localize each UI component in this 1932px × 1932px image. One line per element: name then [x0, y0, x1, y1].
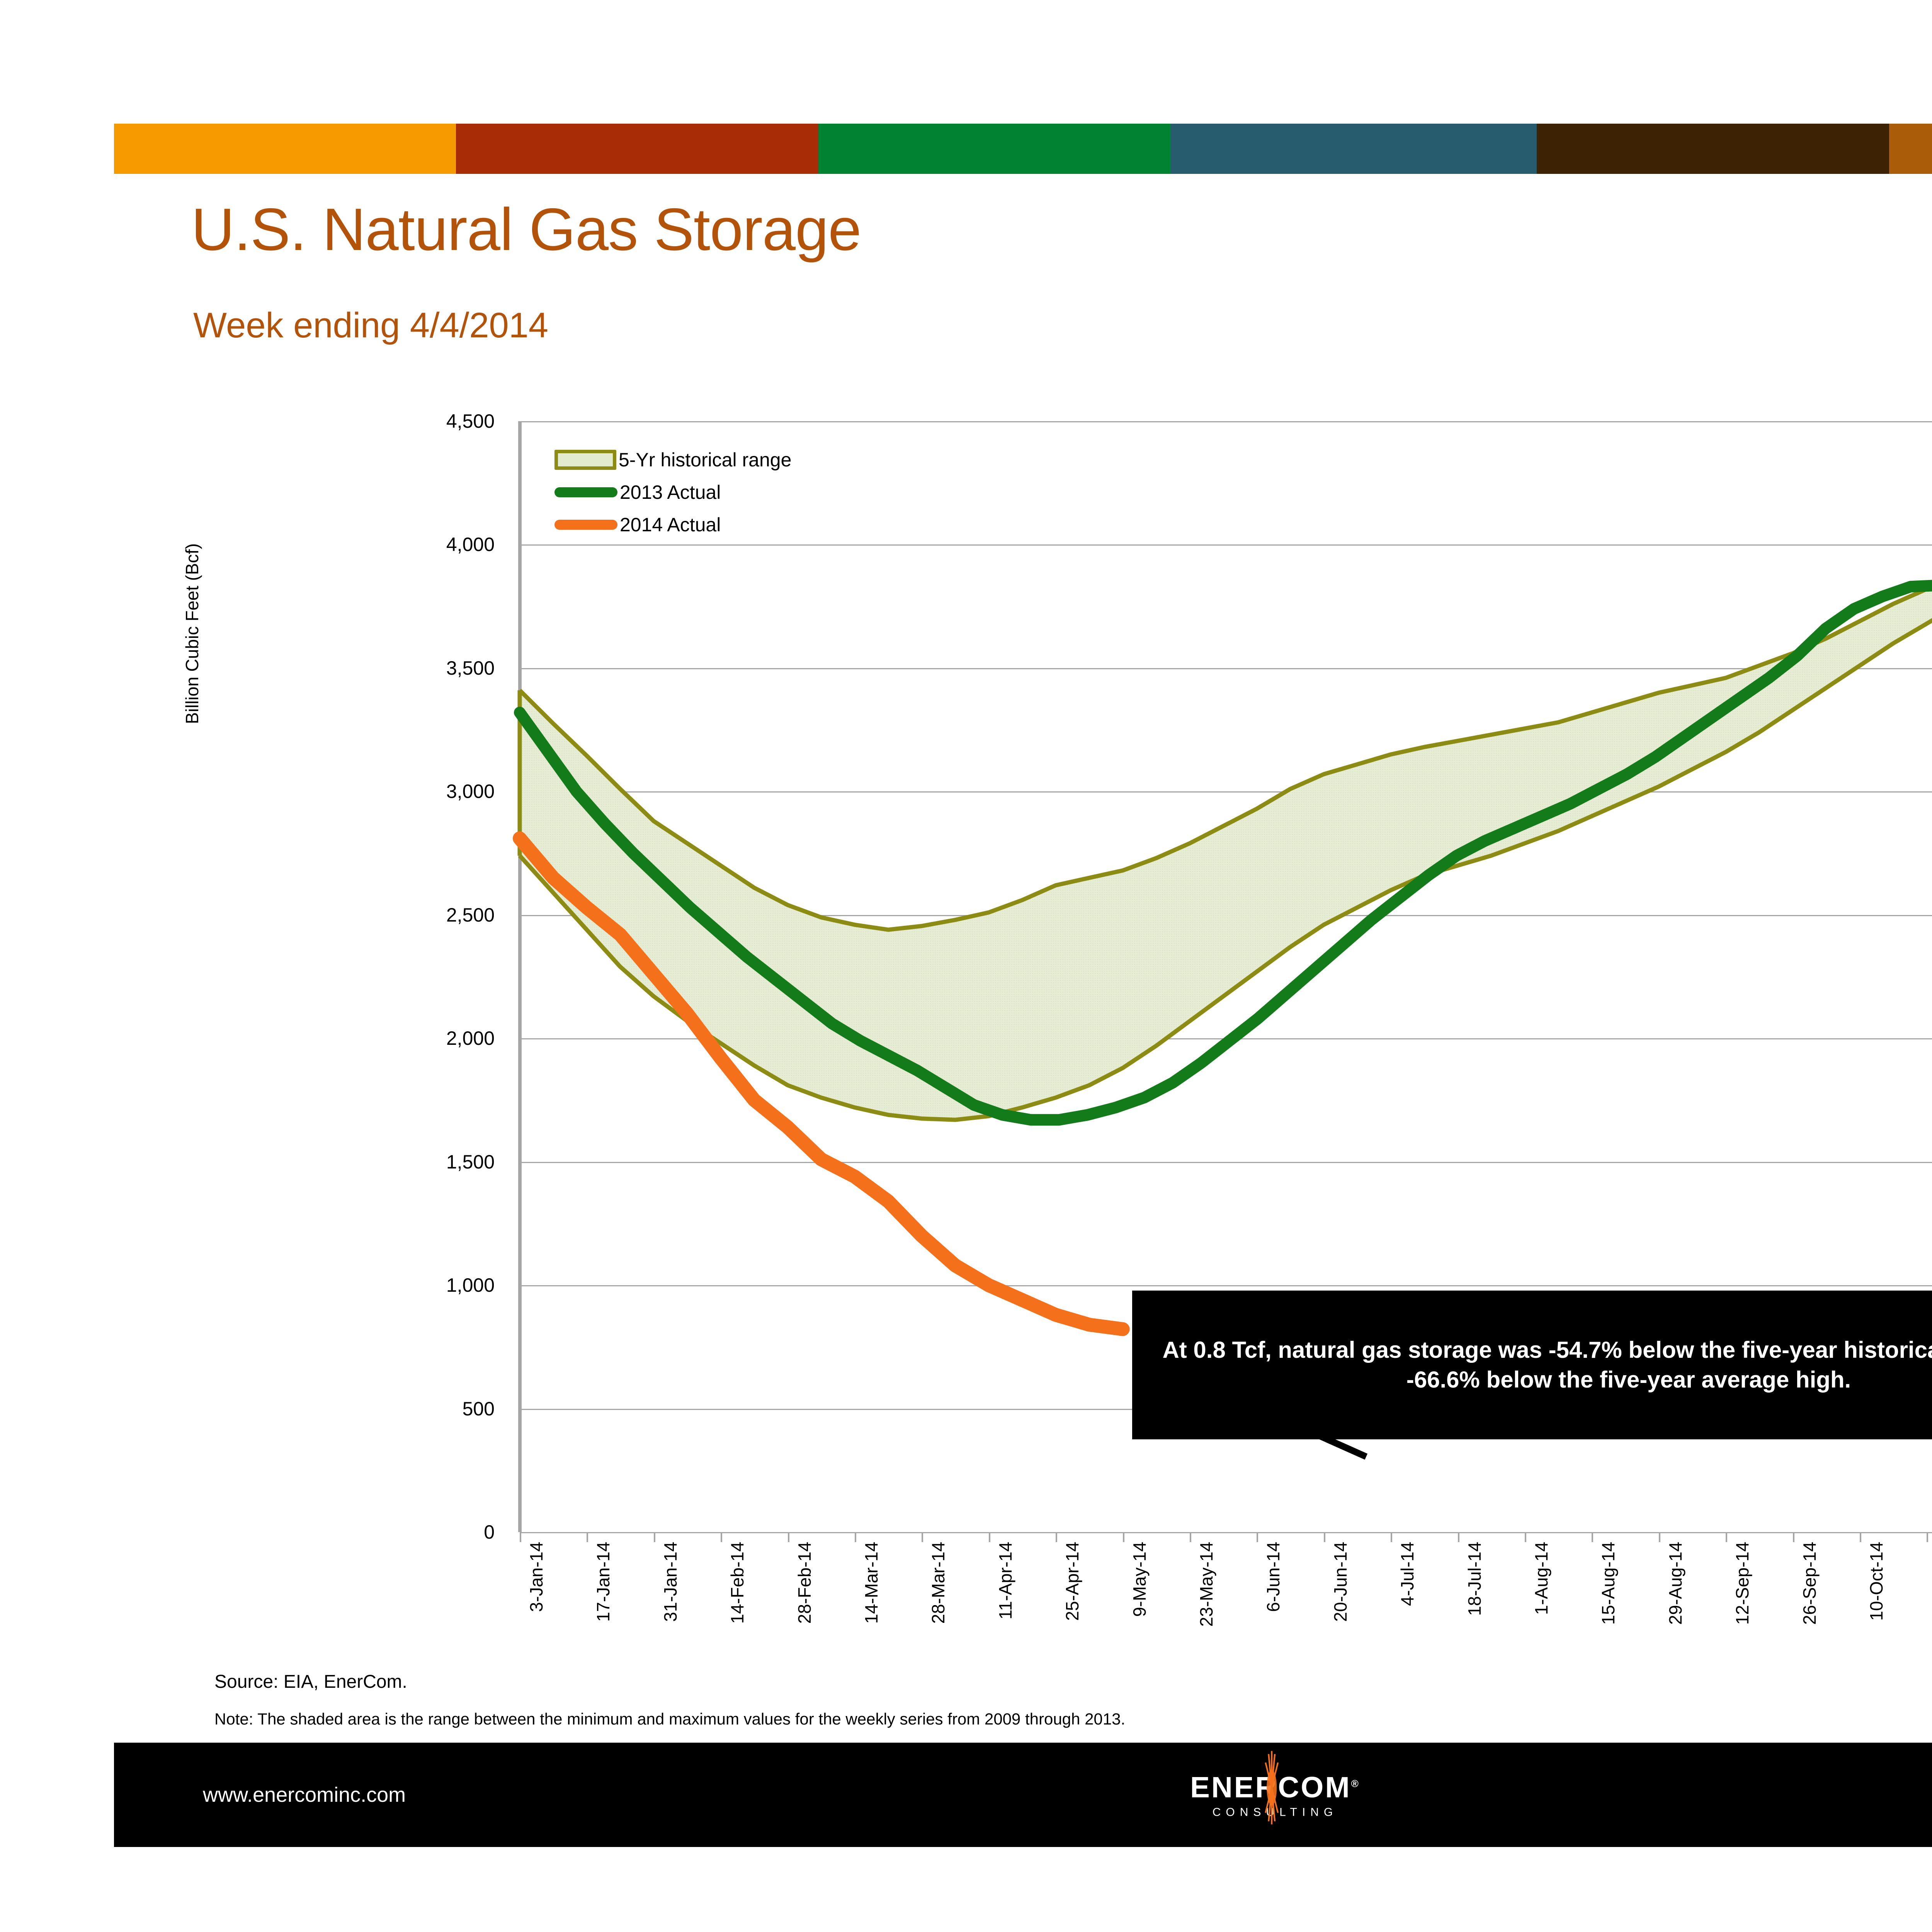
x-tick-label: 10-Oct-14 — [1866, 1542, 1886, 1621]
legend-label-range: 5-Yr historical range — [619, 449, 792, 471]
x-tick-label: 4-Jul-14 — [1397, 1542, 1418, 1606]
x-tick-mark — [1056, 1532, 1058, 1542]
legend-swatch-2013 — [554, 487, 617, 497]
page-subtitle: Week ending 4/4/2014 — [193, 306, 549, 345]
x-tick-mark — [1257, 1532, 1259, 1542]
logo-subtext: CONSULTING — [1212, 1806, 1338, 1819]
y-tick-label: 2,500 — [446, 904, 495, 926]
gridline — [520, 791, 1932, 793]
x-tick-mark — [520, 1532, 521, 1542]
gridline — [520, 1285, 1932, 1287]
x-tick-mark — [1592, 1532, 1594, 1542]
x-tick-mark — [653, 1532, 655, 1542]
gridline — [520, 1532, 1932, 1533]
header-band-green — [818, 124, 1171, 174]
methodology-note: Note: The shaded area is the range betwe… — [214, 1710, 1126, 1728]
logo-text: ENERCOM — [1190, 1771, 1351, 1804]
x-tick-mark — [1458, 1532, 1459, 1542]
x-tick-label: 18-Jul-14 — [1464, 1542, 1485, 1616]
x-tick-label: 9-May-14 — [1129, 1542, 1150, 1617]
series-line-2013-actual — [514, 580, 1932, 1126]
x-tick-label: 23-May-14 — [1196, 1542, 1216, 1627]
gridline — [520, 668, 1932, 669]
legend-item-2014: 2014 Actual — [554, 509, 922, 541]
legend-swatch-2014 — [554, 520, 617, 530]
x-tick-mark — [787, 1532, 789, 1542]
x-tick-mark — [1860, 1532, 1861, 1542]
x-tick-mark — [721, 1532, 723, 1542]
x-tick-label: 20-Jun-14 — [1330, 1542, 1350, 1622]
y-tick-label: 3,500 — [446, 657, 495, 679]
x-tick-mark — [1525, 1532, 1526, 1542]
header-band-orange — [114, 124, 456, 174]
x-tick-label: 6-Jun-14 — [1263, 1542, 1284, 1612]
legend-label-2014: 2014 Actual — [620, 514, 721, 536]
chart-svg — [513, 580, 1932, 1460]
header-band-teal — [1171, 124, 1537, 174]
page-title: U.S. Natural Gas Storage — [191, 196, 861, 263]
gridline — [520, 1162, 1932, 1163]
y-tick-label: 500 — [462, 1398, 495, 1420]
legend-item-2013: 2013 Actual — [554, 476, 922, 509]
chart-container: Billion Cubic Feet (Bcf) 0 500 1,000 1,500 2… — [182, 410, 1932, 1627]
x-tick-label: 25-Apr-14 — [1062, 1542, 1083, 1621]
footer-bar: www.enercominc.com ENERCOM® CONSULTING w… — [114, 1743, 1932, 1847]
header-band-darkbrown — [1537, 124, 1889, 174]
y-tick-label: 3,000 — [446, 781, 495, 803]
y-tick-label: 4,000 — [446, 534, 495, 556]
y-tick-label: 4,500 — [446, 410, 495, 432]
y-axis-line — [518, 421, 522, 1532]
legend-item-range: 5-Yr historical range — [554, 444, 922, 476]
series-line-2014-actual — [513, 831, 1130, 1336]
x-tick-label: 11-Apr-14 — [995, 1542, 1015, 1620]
five-year-range-low-line — [518, 618, 1932, 1122]
y-tick-label: 1,000 — [446, 1274, 495, 1296]
x-tick-label: 28-Mar-14 — [928, 1542, 949, 1624]
gridline — [520, 421, 1932, 422]
legend-swatch-range — [554, 450, 616, 470]
x-tick-label: 15-Aug-14 — [1598, 1542, 1619, 1625]
y-axis-label: Billion Cubic Feet (Bcf) — [182, 543, 202, 724]
annotation-callout: At 0.8 Tcf, natural gas storage was -54.… — [1132, 1291, 1932, 1439]
x-tick-label: 14-Feb-14 — [727, 1542, 748, 1624]
x-tick-label: 3-Jan-14 — [526, 1542, 546, 1612]
plot-area: 0 500 1,000 1,500 2,000 2,500 3,000 3,500 4,000 4… — [446, 410, 1932, 1627]
x-tick-label: 26-Sep-14 — [1799, 1542, 1820, 1625]
footer-link-enercominc[interactable]: www.enercominc.com — [203, 1783, 406, 1806]
x-tick-mark — [1658, 1532, 1660, 1542]
gridline — [520, 544, 1932, 546]
x-tick-label: 17-Jan-14 — [593, 1542, 614, 1622]
five-year-range-high-line — [518, 585, 1932, 932]
x-tick-mark — [855, 1532, 856, 1542]
x-tick-mark — [1726, 1532, 1728, 1542]
x-tick-label: 28-Feb-14 — [794, 1542, 815, 1624]
y-tick-label: 0 — [484, 1521, 495, 1543]
header-color-bar: 48 — [114, 124, 1932, 174]
y-tick-label: 2,000 — [446, 1027, 495, 1049]
x-tick-label: 1-Aug-14 — [1531, 1542, 1551, 1615]
x-tick-mark — [988, 1532, 990, 1542]
five-year-range-area — [520, 587, 1932, 1120]
x-tick-label: 14-Mar-14 — [861, 1542, 881, 1624]
x-tick-mark — [1323, 1532, 1325, 1542]
logo-wordmark: ENERCOM® — [1190, 1751, 1360, 1824]
y-tick-label: 1,500 — [446, 1151, 495, 1173]
x-tick-mark — [1927, 1532, 1929, 1542]
header-band-brown: 48 — [1889, 124, 1932, 174]
chart-legend: 5-Yr historical range 2013 Actual 2014 A… — [554, 444, 922, 541]
enercom-logo: ENERCOM® CONSULTING — [1190, 1751, 1360, 1824]
x-tick-mark — [1190, 1532, 1191, 1542]
x-tick-mark — [1391, 1532, 1393, 1542]
x-tick-mark — [587, 1532, 588, 1542]
source-note: Source: EIA, EnerCom. — [214, 1672, 407, 1692]
x-tick-label: 29-Aug-14 — [1665, 1542, 1685, 1625]
x-tick-label: 12-Sep-14 — [1732, 1542, 1753, 1625]
x-tick-label: 31-Jan-14 — [660, 1542, 680, 1622]
logo-registered-icon: ® — [1351, 1778, 1360, 1790]
header-band-rust — [456, 124, 819, 174]
legend-label-2013: 2013 Actual — [620, 481, 721, 503]
x-tick-mark — [1793, 1532, 1794, 1542]
x-tick-mark — [922, 1532, 923, 1542]
x-tick-mark — [1122, 1532, 1124, 1542]
